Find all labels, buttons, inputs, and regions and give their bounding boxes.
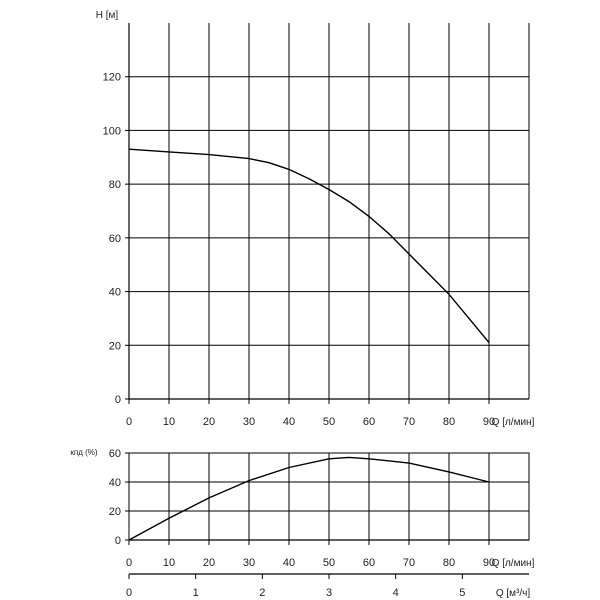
flow-m3h-tick-label: 2: [259, 587, 265, 599]
efficiency-x-tick-label: 20: [203, 557, 215, 569]
head-x-tick-label: 50: [323, 416, 335, 428]
efficiency-x-tick-label: 80: [443, 557, 455, 569]
flow-m3h-tick-label: 0: [126, 587, 132, 599]
flow-m3h-tick-label: 3: [326, 587, 332, 599]
head-x-tick-label: 70: [403, 416, 415, 428]
head-x-axis-label: Q [л/мин]: [492, 417, 535, 428]
efficiency-x-tick-label: 30: [243, 557, 255, 569]
flow-m3h-tick-label: 4: [393, 587, 399, 599]
head-y-tick-label: 80: [109, 179, 121, 191]
efficiency-y-tick-label: 60: [109, 448, 121, 460]
head-x-tick-label: 20: [203, 416, 215, 428]
efficiency-x-tick-label: 10: [163, 557, 175, 569]
flow-m3h-tick-label: 1: [193, 587, 199, 599]
head-x-tick-label: 10: [163, 416, 175, 428]
efficiency-x-tick-label: 0: [126, 557, 132, 569]
flow-m3h-tick-label: 5: [459, 587, 465, 599]
efficiency-x-tick-label: 60: [363, 557, 375, 569]
head-y-tick-label: 20: [109, 340, 121, 352]
efficiency-x-axis-label: Q [л/мин]: [492, 558, 535, 569]
efficiency-x-tick-label: 90: [483, 557, 495, 569]
head-x-tick-label: 90: [483, 416, 495, 428]
efficiency-curve: [128, 456, 490, 541]
flow-m3h-axis-label: Q [м³/ч]: [496, 588, 531, 599]
head-x-tick-label: 0: [126, 416, 132, 428]
head-y-tick-label: 60: [109, 233, 121, 245]
efficiency-y-tick-label: 40: [109, 477, 121, 489]
head-y-tick-label: 120: [103, 72, 121, 84]
head-y-tick-label: 40: [109, 287, 121, 299]
efficiency-y-tick-label: 20: [109, 506, 121, 518]
efficiency-x-tick-label: 50: [323, 557, 335, 569]
head-x-tick-label: 80: [443, 416, 455, 428]
efficiency-y-axis-label: кпд (%): [70, 448, 98, 457]
head-curve: [128, 148, 490, 344]
head-y-tick-label: 0: [115, 394, 121, 406]
efficiency-x-tick-label: 70: [403, 557, 415, 569]
efficiency-y-tick-label: 0: [115, 535, 121, 547]
head-x-tick-label: 40: [283, 416, 295, 428]
head-y-axis-label: H [м]: [96, 10, 119, 21]
efficiency-x-tick-label: 40: [283, 557, 295, 569]
head-x-tick-label: 30: [243, 416, 255, 428]
head-x-tick-label: 60: [363, 416, 375, 428]
head-y-tick-label: 100: [103, 125, 121, 137]
